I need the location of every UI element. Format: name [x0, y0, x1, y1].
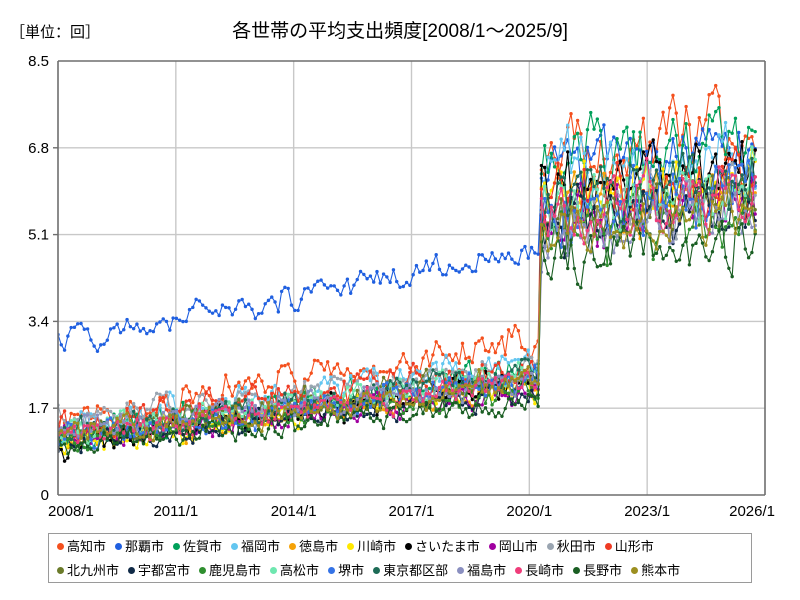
- legend-item-label: 那覇市: [125, 538, 165, 554]
- x-tick-label: 2020/1: [506, 503, 552, 520]
- legend-item-さいたま市[interactable]: さいたま市: [405, 540, 480, 553]
- legend-item-徳島市[interactable]: 徳島市: [289, 540, 338, 553]
- legend-item-福岡市[interactable]: 福岡市: [231, 540, 280, 553]
- grid-lines: [58, 61, 765, 495]
- legend-item-label: 山形市: [614, 538, 654, 554]
- legend-item-宇都宮市[interactable]: 宇都宮市: [128, 564, 190, 577]
- x-tick-label: 2023/1: [624, 503, 670, 520]
- y-tick-label: 0: [41, 487, 49, 504]
- legend-item-label: 佐賀市: [183, 538, 223, 554]
- legend-item-label: 熊本市: [641, 562, 681, 578]
- series-熊本市: [58, 183, 757, 443]
- legend-marker-icon: [231, 542, 239, 550]
- legend-marker-icon: [604, 542, 612, 550]
- legend-item-label: 長野市: [583, 562, 623, 578]
- legend-item-label: 北九州市: [67, 562, 120, 578]
- x-tick-label: 2008/1: [48, 503, 94, 520]
- legend-item-福島市[interactable]: 福島市: [457, 564, 506, 577]
- legend-marker-icon: [347, 542, 355, 550]
- x-tick-label: 2026/1: [729, 503, 775, 520]
- legend-item-堺市[interactable]: 堺市: [328, 564, 364, 577]
- legend-marker-icon: [515, 566, 523, 574]
- legend-marker-icon: [546, 542, 554, 550]
- legend-item-鹿児島市[interactable]: 鹿児島市: [199, 564, 261, 577]
- legend-item-label: 福島市: [467, 562, 507, 578]
- legend-marker-icon: [457, 566, 465, 574]
- legend-marker-icon: [57, 542, 64, 550]
- legend-item-高知市[interactable]: 高知市: [57, 540, 106, 553]
- legend-item-長崎市[interactable]: 長崎市: [515, 564, 564, 577]
- legend-marker-icon: [128, 566, 136, 574]
- legend-marker-icon: [405, 542, 413, 550]
- legend-item-label: 岡山市: [498, 538, 538, 554]
- axis-frame: [57, 60, 766, 496]
- chart-legend: 高知市 那覇市 佐賀市 福岡市 徳島市 川崎市 さいたま市 岡山市 秋田市 山形市 北九州市 宇都宮…: [48, 533, 752, 583]
- legend-item-label: 徳島市: [299, 538, 339, 554]
- x-tick-label: 2014/1: [271, 503, 317, 520]
- legend-marker-icon: [199, 566, 207, 574]
- x-tick-label: 2017/1: [389, 503, 435, 520]
- legend-marker-icon: [270, 566, 278, 574]
- legend-item-那覇市[interactable]: 那覇市: [115, 540, 164, 553]
- legend-item-高松市[interactable]: 高松市: [270, 564, 319, 577]
- legend-item-山形市[interactable]: 山形市: [604, 538, 654, 554]
- legend-item-川崎市[interactable]: 川崎市: [347, 540, 396, 553]
- legend-marker-icon: [488, 542, 496, 550]
- series-鹿児島市: [58, 186, 757, 453]
- series-岡山市: [58, 176, 757, 447]
- series-layer: [58, 83, 757, 463]
- legend-marker-icon: [373, 566, 381, 574]
- legend-item-岡山市[interactable]: 岡山市: [488, 538, 538, 554]
- x-axis-tick-labels: 2008/1 2011/1 2014/1 2017/1 2020/1 2023/1 2026…: [48, 503, 775, 520]
- y-axis-tick-labels: 0 1.7 3.4 5.1 6.8 8.5: [28, 53, 58, 504]
- legend-item-label: 高知市: [67, 538, 107, 554]
- x-tick-label: 2011/1: [153, 503, 198, 520]
- y-tick-label: 1.7: [28, 400, 49, 417]
- legend-marker-icon: [328, 566, 336, 574]
- legend-item-北九州市[interactable]: 北九州市: [57, 564, 119, 577]
- legend-item-秋田市[interactable]: 秋田市: [546, 538, 596, 554]
- legend-item-東京都区部[interactable]: 東京都区部: [373, 564, 448, 577]
- legend-marker-icon: [573, 566, 581, 574]
- legend-marker-icon: [289, 542, 297, 550]
- legend-row-2: 北九州市 宇都宮市 鹿児島市 高松市 堺市 東京都区部 福島市 長崎市 長野市 熊本市: [49, 558, 751, 582]
- legend-row-1: 高知市 那覇市 佐賀市 福岡市 徳島市 川崎市 さいたま市 岡山市 秋田市 山形市: [49, 534, 751, 558]
- legend-item-label: さいたま市: [415, 538, 480, 554]
- legend-item-label: 宇都宮市: [138, 562, 191, 578]
- y-tick-label: 8.5: [28, 53, 49, 70]
- legend-item-label: 福岡市: [241, 538, 281, 554]
- legend-marker-icon: [57, 566, 64, 574]
- legend-item-熊本市[interactable]: 熊本市: [631, 564, 680, 577]
- series-宇都宮市: [58, 178, 757, 455]
- legend-item-label: 秋田市: [556, 538, 596, 554]
- unit-label: ［単位：回］: [10, 24, 101, 41]
- line-chart-plot: 0 1.7 3.4 5.1 6.8 8.5 2008/1 2011/1 2014/1 2017/1…: [28, 53, 775, 520]
- series-長野市: [58, 219, 757, 456]
- legend-item-長野市[interactable]: 長野市: [573, 564, 622, 577]
- y-tick-label: 6.8: [28, 140, 49, 157]
- legend-marker-icon: [115, 542, 123, 550]
- y-tick-label: 5.1: [28, 227, 49, 244]
- legend-item-label: 鹿児島市: [209, 562, 262, 578]
- chart-title: 各世帯の平均支出頻度[2008/1～2025/9]: [232, 21, 568, 42]
- legend-item-label: 川崎市: [357, 538, 397, 554]
- legend-item-label: 堺市: [338, 562, 365, 578]
- legend-marker-icon: [631, 566, 639, 574]
- legend-item-label: 東京都区部: [383, 562, 449, 578]
- legend-item-label: 高松市: [280, 562, 320, 578]
- legend-item-佐賀市[interactable]: 佐賀市: [173, 540, 222, 553]
- legend-item-label: 長崎市: [525, 562, 565, 578]
- y-tick-label: 3.4: [28, 313, 49, 330]
- legend-marker-icon: [173, 542, 181, 550]
